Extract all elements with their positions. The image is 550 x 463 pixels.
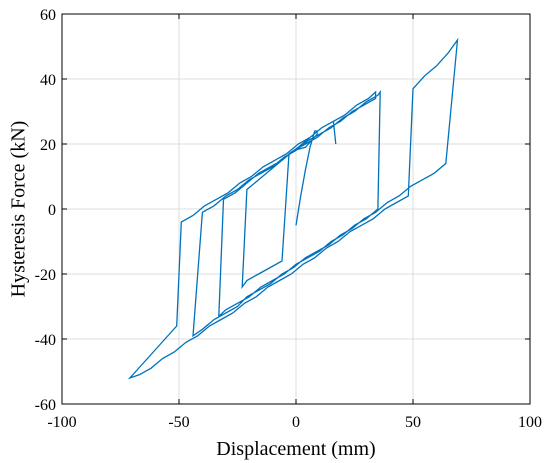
y-axis-label: Hysteresis Force (kN): [8, 121, 30, 298]
y-tick-label: -40: [35, 332, 56, 349]
y-tick-label: 60: [40, 7, 56, 24]
x-tick-label: -100: [47, 414, 76, 431]
y-tick-label: 40: [40, 72, 56, 89]
axis-ticks: -100 -50 0 50 100 -60 -40 -20 0 20 40 60: [35, 7, 542, 431]
hysteresis-curve: [127, 37, 459, 380]
x-axis-label: Displacement (mm): [216, 438, 375, 460]
x-tick-label: 50: [405, 414, 421, 431]
y-tick-label: 20: [40, 137, 56, 154]
y-tick-label: -20: [35, 267, 56, 284]
plot-area: [127, 37, 459, 380]
y-tick-label: -60: [35, 397, 56, 414]
grid: [61, 13, 531, 405]
x-tick-label: 0: [292, 414, 300, 431]
y-tick-label: 0: [48, 202, 56, 219]
x-tick-label: 100: [518, 414, 542, 431]
x-tick-label: -50: [168, 414, 189, 431]
